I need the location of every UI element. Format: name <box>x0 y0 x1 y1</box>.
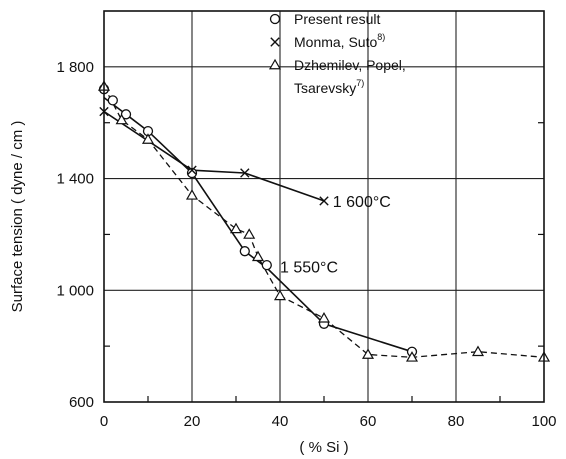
cross-marker <box>240 168 250 178</box>
triangle-marker-shape <box>471 345 485 357</box>
y-tick-label: 1 000 <box>56 282 94 299</box>
cross-marker <box>270 37 280 47</box>
triangle-marker <box>115 113 128 125</box>
circle-marker-shape <box>239 246 250 257</box>
circle-marker-shape <box>261 259 272 271</box>
cross-marker-stroke <box>187 165 197 175</box>
legend-entry-label: Tsarevsky7) <box>294 78 364 96</box>
triangle-marker <box>229 222 243 234</box>
triangle-marker <box>273 289 287 301</box>
temperature-annotation: 1 550°C <box>280 260 338 277</box>
triangle-marker-shape <box>268 58 282 70</box>
triangle-marker <box>361 348 375 359</box>
legend: Present result Monma, Suto8) Dzhemilev, Po… <box>268 11 406 96</box>
x-tick-label: 60 <box>360 413 377 430</box>
axis-ticks: 0 20 40 60 80 100 600 1 000 1 400 1 800 <box>56 59 556 430</box>
y-tick-label: 600 <box>69 394 94 411</box>
circle-marker <box>239 246 250 257</box>
x-tick-label: 0 <box>100 413 108 430</box>
triangle-marker-shape <box>141 133 155 144</box>
temperature-annotation: 1 600°C <box>333 194 391 211</box>
circle-marker <box>261 259 272 271</box>
triangle-marker-shape <box>115 113 128 125</box>
legend-entry-label: Present result <box>294 11 380 27</box>
circle-marker-shape <box>186 167 198 179</box>
triangle-marker <box>317 312 331 323</box>
cross-marker-stroke <box>270 37 280 47</box>
circle-marker <box>269 13 281 25</box>
circle-marker <box>107 95 118 106</box>
triangle-marker <box>243 228 256 239</box>
solid-curve <box>103 110 325 202</box>
cross-marker-stroke <box>319 196 329 206</box>
legend-superscript: 7) <box>356 78 364 88</box>
y-tick-label: 1 400 <box>56 171 94 188</box>
annotations: 1 600°C 1 550°C <box>280 194 391 277</box>
triangle-marker <box>268 58 282 70</box>
y-axis-label: Surface tension ( dyne / cm ) <box>9 121 26 313</box>
x-tick-label: 20 <box>184 413 201 430</box>
x-tick-label: 40 <box>272 413 289 430</box>
triangle-marker <box>405 351 419 362</box>
data-markers <box>97 80 551 362</box>
triangle-marker-shape <box>251 250 265 262</box>
legend-entry-label: Dzhemilev, Popel, <box>294 57 406 73</box>
y-tick-label: 1 800 <box>56 59 94 76</box>
triangle-marker-shape <box>273 289 287 301</box>
triangle-marker <box>141 133 155 144</box>
legend-entry-label: Monma, Suto8) <box>294 32 385 50</box>
triangle-marker-shape <box>405 351 419 362</box>
triangle-marker-shape <box>229 222 243 234</box>
x-tick-label: 80 <box>448 413 465 430</box>
triangle-marker-shape <box>361 348 375 359</box>
legend-superscript: 8) <box>377 32 385 42</box>
triangle-marker-shape <box>243 228 256 239</box>
cross-marker-stroke <box>240 168 250 178</box>
cross-marker <box>187 165 197 175</box>
circle-marker-shape <box>107 95 118 106</box>
x-axis-label: ( % Si ) <box>299 439 348 456</box>
circle-marker <box>186 167 198 179</box>
cross-marker <box>319 196 329 206</box>
grid <box>104 11 544 402</box>
x-tick-label: 100 <box>531 413 556 430</box>
triangle-marker <box>185 189 199 200</box>
circle-marker-shape <box>269 13 281 25</box>
triangle-marker <box>471 345 485 357</box>
triangle-marker-shape <box>185 189 199 200</box>
triangle-marker <box>251 250 265 262</box>
triangle-marker-shape <box>317 312 331 323</box>
